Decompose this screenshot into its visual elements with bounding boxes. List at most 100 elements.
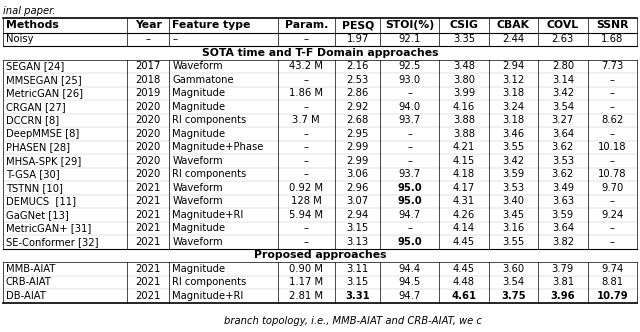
Text: 3.53: 3.53 xyxy=(552,156,574,166)
Text: 3.55: 3.55 xyxy=(502,142,525,152)
Text: 8.62: 8.62 xyxy=(601,115,623,125)
Text: 94.0: 94.0 xyxy=(399,102,421,112)
Text: –: – xyxy=(407,142,412,152)
Text: 4.61: 4.61 xyxy=(451,291,477,301)
Text: 2.80: 2.80 xyxy=(552,61,574,71)
Text: 4.26: 4.26 xyxy=(453,210,475,220)
Text: PESQ: PESQ xyxy=(342,20,374,30)
Text: MetricGAN [26]: MetricGAN [26] xyxy=(6,88,83,98)
Text: –: – xyxy=(146,34,150,44)
Text: 3.55: 3.55 xyxy=(502,237,525,247)
Text: SE-Conformer [32]: SE-Conformer [32] xyxy=(6,237,99,247)
Text: 1.68: 1.68 xyxy=(601,34,623,44)
Text: PHASEN [28]: PHASEN [28] xyxy=(6,142,70,152)
Text: 4.14: 4.14 xyxy=(453,223,475,233)
Text: 2.86: 2.86 xyxy=(346,88,369,98)
Text: 3.49: 3.49 xyxy=(552,183,574,193)
Text: 3.07: 3.07 xyxy=(347,196,369,206)
Text: 3.59: 3.59 xyxy=(552,210,574,220)
Text: 3.14: 3.14 xyxy=(552,75,574,85)
Text: –: – xyxy=(304,237,308,247)
Text: Year: Year xyxy=(135,20,161,30)
Text: RI components: RI components xyxy=(172,169,246,179)
Text: –: – xyxy=(304,102,308,112)
Text: TSTNN [10]: TSTNN [10] xyxy=(6,183,63,193)
Bar xyxy=(3,248,637,262)
Text: 3.13: 3.13 xyxy=(347,237,369,247)
Text: 94.4: 94.4 xyxy=(399,264,421,274)
Text: 9.74: 9.74 xyxy=(601,264,623,274)
Text: 2021: 2021 xyxy=(136,291,161,301)
Text: 2.94: 2.94 xyxy=(502,61,525,71)
Text: MetricGAN+ [31]: MetricGAN+ [31] xyxy=(6,223,92,233)
Text: 93.0: 93.0 xyxy=(399,75,421,85)
Text: –: – xyxy=(304,75,308,85)
Text: 3.40: 3.40 xyxy=(502,196,524,206)
Text: 5.94 M: 5.94 M xyxy=(289,210,323,220)
Text: 3.18: 3.18 xyxy=(502,115,524,125)
Text: –: – xyxy=(610,75,615,85)
Text: 2020: 2020 xyxy=(136,115,161,125)
Text: DCCRN [8]: DCCRN [8] xyxy=(6,115,59,125)
Text: CSIG: CSIG xyxy=(449,20,479,30)
Text: Magnitude+RI: Magnitude+RI xyxy=(172,291,244,301)
Text: COVL: COVL xyxy=(547,20,579,30)
Text: Magnitude: Magnitude xyxy=(172,88,225,98)
Text: 3.54: 3.54 xyxy=(552,102,574,112)
Text: 3.82: 3.82 xyxy=(552,237,574,247)
Text: 2.16: 2.16 xyxy=(346,61,369,71)
Text: 4.45: 4.45 xyxy=(453,264,475,274)
Text: 128 M: 128 M xyxy=(291,196,322,206)
Text: –: – xyxy=(304,129,308,139)
Text: 3.62: 3.62 xyxy=(552,169,574,179)
Text: 2.44: 2.44 xyxy=(502,34,524,44)
Text: RI components: RI components xyxy=(172,277,246,287)
Text: 3.18: 3.18 xyxy=(502,88,524,98)
Text: 3.79: 3.79 xyxy=(552,264,574,274)
Text: RI components: RI components xyxy=(172,115,246,125)
Text: 9.70: 9.70 xyxy=(601,183,623,193)
Text: 4.16: 4.16 xyxy=(453,102,475,112)
Text: 92.5: 92.5 xyxy=(399,61,421,71)
Text: 2.94: 2.94 xyxy=(346,210,369,220)
Text: 2021: 2021 xyxy=(136,196,161,206)
Text: 3.63: 3.63 xyxy=(552,196,574,206)
Text: 2020: 2020 xyxy=(136,102,161,112)
Text: 3.11: 3.11 xyxy=(346,264,369,274)
Text: 0.90 M: 0.90 M xyxy=(289,264,323,274)
Text: –: – xyxy=(304,142,308,152)
Text: 95.0: 95.0 xyxy=(397,183,422,193)
Text: 9.24: 9.24 xyxy=(601,210,623,220)
Text: 10.79: 10.79 xyxy=(596,291,628,301)
Text: T-GSA [30]: T-GSA [30] xyxy=(6,169,60,179)
Text: 3.46: 3.46 xyxy=(502,129,524,139)
Text: 94.7: 94.7 xyxy=(399,210,421,220)
Text: Param.: Param. xyxy=(285,20,328,30)
Text: 3.15: 3.15 xyxy=(346,223,369,233)
Text: 2.53: 2.53 xyxy=(346,75,369,85)
Text: 3.80: 3.80 xyxy=(453,75,475,85)
Text: 4.45: 4.45 xyxy=(453,237,475,247)
Text: MHSA-SPK [29]: MHSA-SPK [29] xyxy=(6,156,81,166)
Text: 3.96: 3.96 xyxy=(550,291,575,301)
Bar xyxy=(3,46,637,59)
Text: CBAK: CBAK xyxy=(497,20,530,30)
Text: 3.64: 3.64 xyxy=(552,223,574,233)
Text: 93.7: 93.7 xyxy=(399,115,421,125)
Text: SEGAN [24]: SEGAN [24] xyxy=(6,61,64,71)
Text: Proposed approaches: Proposed approaches xyxy=(253,250,387,260)
Text: SOTA time and T-F Domain approaches: SOTA time and T-F Domain approaches xyxy=(202,48,438,58)
Text: –: – xyxy=(610,237,615,247)
Text: 2017: 2017 xyxy=(136,61,161,71)
Text: DB-AIAT: DB-AIAT xyxy=(6,291,46,301)
Text: 4.31: 4.31 xyxy=(453,196,475,206)
Text: Magnitude: Magnitude xyxy=(172,223,225,233)
Text: 3.59: 3.59 xyxy=(502,169,525,179)
Text: –: – xyxy=(304,156,308,166)
Text: 92.1: 92.1 xyxy=(399,34,421,44)
Text: 3.62: 3.62 xyxy=(552,142,574,152)
Text: 3.60: 3.60 xyxy=(502,264,524,274)
Text: 2.92: 2.92 xyxy=(346,102,369,112)
Text: branch topology, i.e., MMB-AIAT and CRB-AIAT, we c: branch topology, i.e., MMB-AIAT and CRB-… xyxy=(224,316,482,326)
Text: Magnitude: Magnitude xyxy=(172,102,225,112)
